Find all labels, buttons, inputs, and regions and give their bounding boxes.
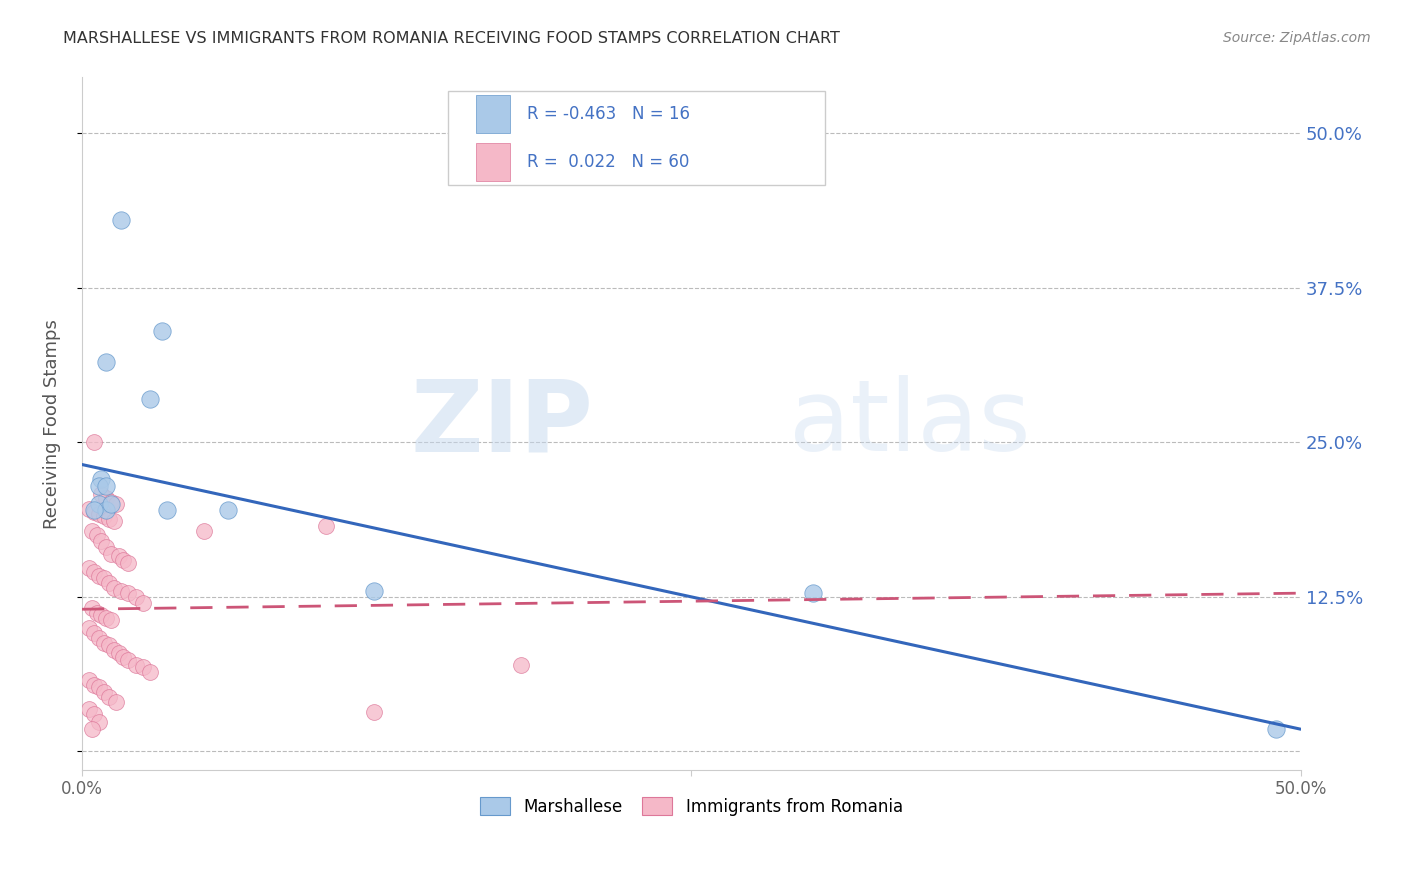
- Text: MARSHALLESE VS IMMIGRANTS FROM ROMANIA RECEIVING FOOD STAMPS CORRELATION CHART: MARSHALLESE VS IMMIGRANTS FROM ROMANIA R…: [63, 31, 841, 46]
- Point: [80, 601, 103, 615]
- FancyBboxPatch shape: [447, 91, 825, 185]
- Text: R = -0.463   N = 16: R = -0.463 N = 16: [527, 105, 690, 123]
- Point: [100, 547, 122, 561]
- Point: [156, 503, 179, 517]
- Point: [87, 478, 110, 492]
- Point: [105, 497, 128, 511]
- Point: [97, 690, 120, 704]
- Point: [217, 503, 239, 517]
- Point: [117, 653, 139, 667]
- Point: [83, 503, 105, 517]
- Point: [509, 657, 531, 672]
- Y-axis label: Receiving Food Stamps: Receiving Food Stamps: [44, 318, 60, 529]
- Point: [139, 392, 162, 406]
- Point: [107, 646, 129, 660]
- Point: [97, 638, 120, 652]
- Point: [77, 502, 100, 516]
- Point: [96, 478, 118, 492]
- Point: [100, 613, 122, 627]
- FancyBboxPatch shape: [475, 143, 510, 181]
- Point: [83, 565, 105, 579]
- Point: [93, 509, 115, 524]
- Point: [132, 660, 155, 674]
- Point: [80, 722, 103, 736]
- Point: [363, 705, 385, 719]
- Point: [87, 631, 110, 645]
- Point: [110, 583, 132, 598]
- Point: [86, 606, 108, 620]
- Point: [87, 569, 110, 583]
- Point: [86, 528, 108, 542]
- Point: [801, 586, 824, 600]
- Point: [96, 503, 118, 517]
- Point: [83, 707, 105, 722]
- FancyBboxPatch shape: [475, 95, 510, 133]
- Point: [100, 494, 122, 508]
- Point: [90, 472, 112, 486]
- Point: [87, 497, 110, 511]
- Point: [90, 534, 112, 549]
- Point: [93, 685, 115, 699]
- Point: [80, 524, 103, 539]
- Point: [77, 673, 100, 687]
- Point: [103, 643, 125, 657]
- Point: [96, 355, 118, 369]
- Point: [110, 212, 132, 227]
- Point: [87, 680, 110, 694]
- Point: [93, 571, 115, 585]
- Point: [97, 512, 120, 526]
- Text: R =  0.022   N = 60: R = 0.022 N = 60: [527, 153, 689, 171]
- Point: [103, 515, 125, 529]
- Point: [97, 576, 120, 591]
- Point: [150, 324, 173, 338]
- Point: [90, 487, 112, 501]
- Point: [77, 702, 100, 716]
- Point: [112, 650, 135, 665]
- Point: [193, 524, 215, 539]
- Point: [1265, 722, 1288, 736]
- Text: ZIP: ZIP: [411, 376, 593, 472]
- Point: [90, 608, 112, 623]
- Point: [77, 621, 100, 635]
- Point: [96, 611, 118, 625]
- Point: [315, 519, 337, 533]
- Point: [96, 541, 118, 555]
- Point: [87, 714, 110, 729]
- Point: [124, 590, 146, 604]
- Point: [363, 583, 385, 598]
- Point: [117, 557, 139, 571]
- Point: [100, 497, 122, 511]
- Point: [107, 549, 129, 563]
- Point: [124, 657, 146, 672]
- Point: [139, 665, 162, 680]
- Text: atlas: atlas: [789, 376, 1031, 472]
- Point: [83, 504, 105, 518]
- Point: [83, 678, 105, 692]
- Point: [83, 435, 105, 450]
- Point: [103, 581, 125, 595]
- Point: [96, 491, 118, 505]
- Legend: Marshallese, Immigrants from Romania: Marshallese, Immigrants from Romania: [471, 789, 911, 824]
- Point: [77, 561, 100, 575]
- Point: [117, 586, 139, 600]
- Text: Source: ZipAtlas.com: Source: ZipAtlas.com: [1223, 31, 1371, 45]
- Point: [93, 635, 115, 649]
- Point: [112, 553, 135, 567]
- Point: [132, 596, 155, 610]
- Point: [87, 507, 110, 521]
- Point: [83, 625, 105, 640]
- Point: [105, 695, 128, 709]
